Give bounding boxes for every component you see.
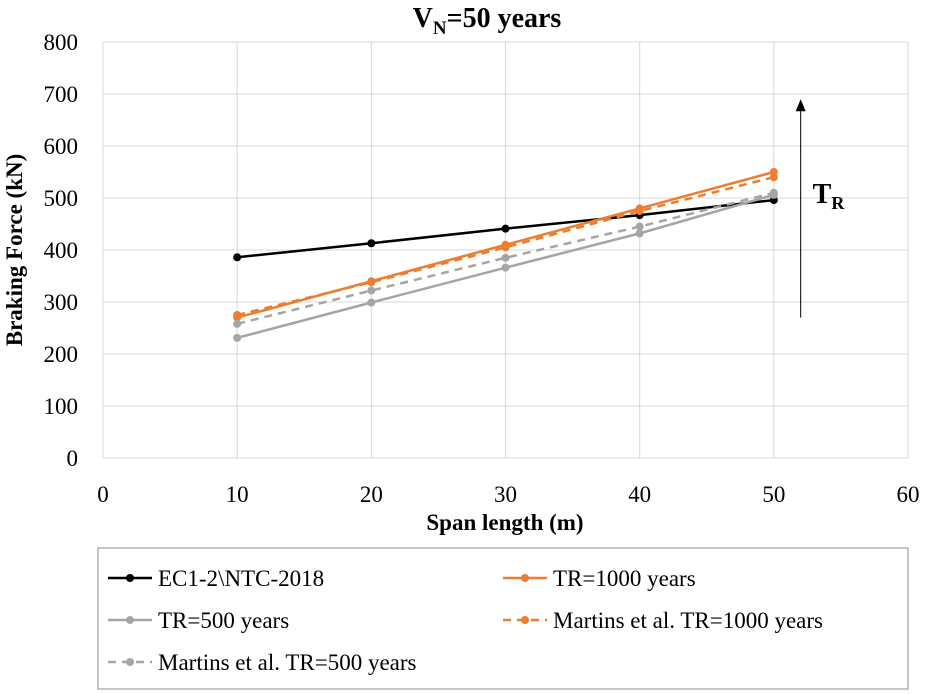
chart-title-subscript: N [433,18,447,39]
x-axis-title: Span length (m) [426,510,583,535]
x-tick-label-6: 60 [897,482,920,507]
annotation-layer: TR [795,99,846,318]
x-tick-label-1: 10 [226,482,249,507]
series-4-point-3 [635,222,644,231]
series-0-point-1 [367,239,376,248]
y-tick-label-0: 0 [67,446,79,471]
legend-label-3: Martins et al. TR=1000 years [553,608,823,633]
tr-annotation-label: TR [813,179,846,213]
legend-marker-4 [126,658,134,666]
series-2-point-2 [501,263,510,272]
y-tick-label-7: 700 [44,82,79,107]
tr-arrow-head [795,99,806,112]
legend-label-4: Martins et al. TR=500 years [158,650,417,675]
x-tick-label-5: 50 [762,482,785,507]
series-3-point-4 [769,173,778,182]
legend-marker-0 [126,574,134,582]
series-3-point-1 [367,278,376,287]
grid [103,41,909,458]
chart-title: VN=50 years [413,3,562,39]
legend-label-0: EC1-2\NTC-2018 [158,566,324,591]
series-3-point-2 [501,243,510,252]
axes: 0 100 200 300 400 500 600 700 800 0 10 20 30 40 50 60 [44,30,920,507]
y-tick-label-8: 800 [44,30,79,55]
legend-marker-1 [521,574,529,582]
y-tick-label-5: 500 [44,186,79,211]
chart-title-suffix: =50 years [447,3,562,34]
series-2-point-3 [635,229,644,238]
legend-label-1: TR=1000 years [553,566,696,591]
series-0-point-2 [501,224,510,233]
series-4-point-2 [501,253,510,262]
y-axis-title: Braking Force (kN) [2,154,27,347]
y-tick-label-3: 300 [44,290,79,315]
y-tick-label-2: 200 [44,342,79,367]
series-layer [233,168,778,342]
legend-marker-3 [521,616,529,624]
x-tick-label-2: 20 [360,482,383,507]
legend-marker-2 [126,616,134,624]
series-0-point-0 [233,253,242,262]
legend-label-2: TR=500 years [158,608,289,633]
series-4-point-1 [367,286,376,295]
x-tick-label-4: 40 [628,482,651,507]
legend: EC1-2\NTC-2018 TR=1000 years TR=500 years M… [108,566,823,675]
series-4-point-0 [233,319,242,328]
series-4-point-4 [769,188,778,197]
x-tick-label-3: 30 [494,482,517,507]
y-tick-label-4: 400 [44,238,79,263]
y-tick-label-1: 100 [44,394,79,419]
series-2-point-1 [367,298,376,307]
legend-box [97,547,909,690]
x-tick-label-0: 0 [97,482,109,507]
series-3-point-3 [635,207,644,215]
series-2-point-0 [233,333,242,342]
series-3-point-0 [233,311,242,319]
y-tick-label-6: 600 [44,134,79,159]
